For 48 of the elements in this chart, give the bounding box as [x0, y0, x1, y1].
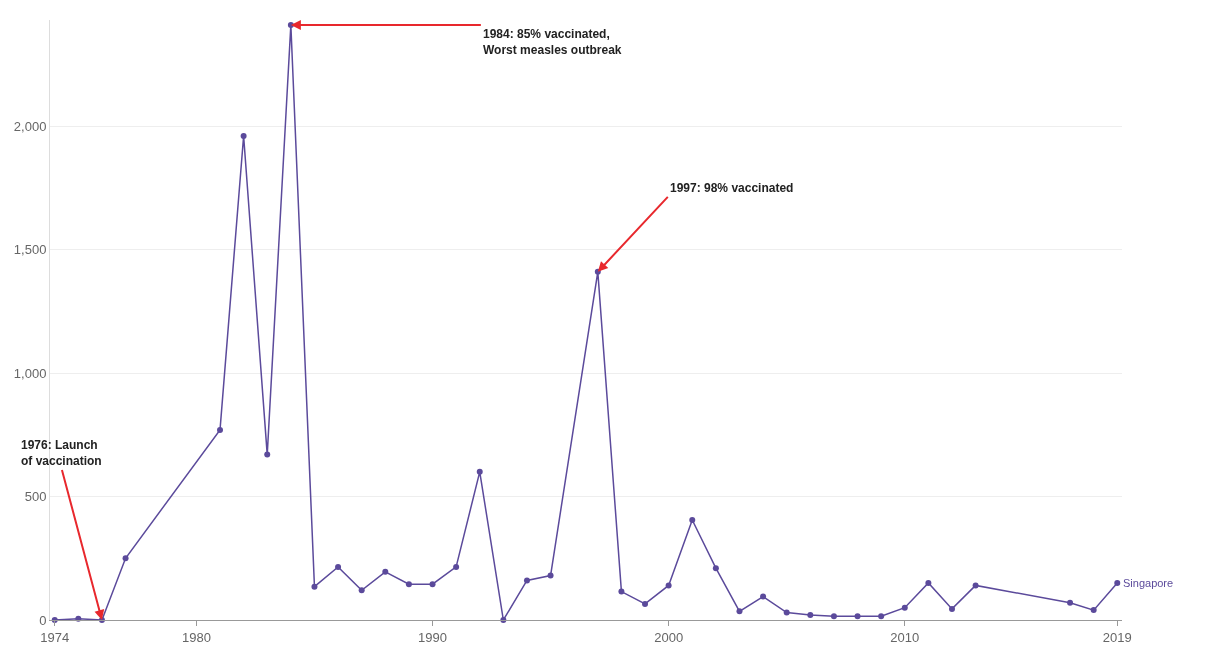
y-tick-label: 1,000	[13, 365, 47, 381]
point	[217, 426, 224, 433]
y-tick-label: 2,000	[13, 118, 47, 134]
point	[665, 582, 672, 589]
point	[854, 613, 861, 620]
point	[335, 563, 342, 570]
point	[736, 608, 743, 615]
point	[311, 583, 318, 590]
point	[1114, 579, 1121, 586]
y-tick-label: 1,500	[13, 242, 47, 258]
series-label: Singapore	[1123, 577, 1174, 589]
point	[948, 605, 955, 612]
point	[358, 587, 365, 594]
x-tick-label: 2000	[654, 629, 684, 645]
x-tick-label: 2010	[890, 629, 920, 645]
point	[547, 572, 554, 579]
x-tick-label: 1980	[181, 629, 211, 645]
y-tick-label: 0	[39, 612, 47, 628]
point	[453, 563, 460, 570]
point	[783, 609, 790, 616]
point	[264, 451, 271, 458]
point	[523, 577, 530, 584]
point	[925, 579, 932, 586]
point	[1067, 599, 1074, 606]
point	[240, 133, 247, 140]
point	[405, 581, 412, 588]
x-tick-label: 1974	[40, 629, 70, 645]
point	[618, 588, 625, 595]
point	[760, 593, 767, 600]
point	[476, 468, 483, 475]
y-tick-label: 500	[24, 489, 47, 505]
point	[830, 613, 837, 620]
point	[1090, 607, 1097, 614]
point	[901, 604, 908, 611]
point	[878, 613, 885, 620]
point	[122, 555, 129, 562]
x-tick-label: 2019	[1102, 629, 1132, 645]
x-tick-label: 1990	[418, 629, 447, 645]
point	[382, 568, 389, 575]
annotation: 1997: 98% vaccinated	[670, 181, 794, 195]
point	[689, 517, 696, 523]
point	[429, 581, 436, 588]
point	[642, 600, 649, 607]
point	[807, 612, 814, 619]
point	[712, 565, 719, 572]
point	[972, 582, 979, 589]
annotation: 1984: 85% vaccinated, Worst measles outbreak	[483, 27, 622, 57]
annotation: 1976: Launch of vaccination	[21, 438, 102, 468]
